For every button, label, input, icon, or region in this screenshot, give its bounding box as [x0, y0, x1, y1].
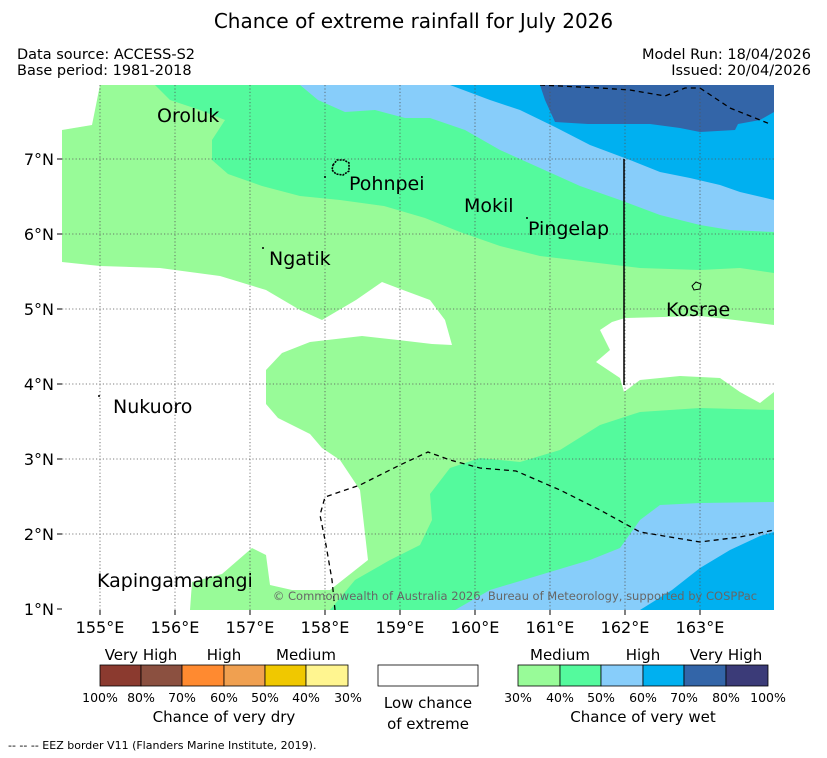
atoll-marker — [324, 176, 326, 178]
place-oroluk: Oroluk — [157, 105, 219, 127]
wet-caption: Chance of very wet — [570, 708, 716, 726]
dry-swatch-50-40 — [264, 664, 307, 687]
low-caption-1: Low chance — [384, 694, 472, 712]
legend-low: Low chance of extreme — [377, 664, 479, 733]
wet-cat-very-high: Very High — [690, 646, 763, 664]
lat-label-5n: 5°N — [24, 300, 54, 319]
map-area — [62, 85, 774, 610]
wet-tick-30: 30% — [504, 690, 532, 705]
atoll-marker — [526, 217, 528, 219]
dry-swatch-40-30 — [305, 664, 349, 687]
dry-cat-high: High — [207, 646, 241, 664]
wet-tick-80: 80% — [712, 690, 740, 705]
dry-tick-30: 30% — [334, 690, 362, 705]
dry-swatch-80-70 — [140, 664, 183, 687]
lon-label-156e: 156°E — [151, 618, 200, 637]
dry-tick-70: 70% — [168, 690, 196, 705]
wet-tick-50: 50% — [587, 690, 615, 705]
issued-date: Issued: 20/04/2026 — [671, 63, 811, 79]
dry-tick-50: 50% — [251, 690, 279, 705]
wet-cat-high: High — [626, 646, 660, 664]
data-source: Data source: ACCESS-S2 — [17, 47, 196, 63]
dry-tick-40: 40% — [292, 690, 320, 705]
lon-label-162e: 162°E — [601, 618, 650, 637]
legend-wet: Medium High Very High 30% 40% 50% 60% 70… — [504, 646, 786, 726]
lat-label-6n: 6°N — [24, 225, 54, 244]
dry-tick-60: 60% — [210, 690, 238, 705]
lon-label-161e: 161°E — [526, 618, 575, 637]
wet-tick-100: 100% — [750, 690, 786, 705]
pohnpei-island-icon — [331, 159, 350, 176]
lat-label-3n: 3°N — [24, 450, 54, 469]
region-high-60-south — [640, 532, 774, 610]
lat-axis — [57, 158, 62, 610]
lat-label-7n: 7°N — [24, 150, 54, 169]
chart-title: Chance of extreme rainfall for July 2026 — [213, 9, 614, 33]
wet-tick-40: 40% — [546, 690, 574, 705]
dry-tick-100: 100% — [82, 690, 118, 705]
dry-cat-very-high: Very High — [105, 646, 178, 664]
lon-label-159e: 159°E — [376, 618, 425, 637]
place-mokil: Mokil — [464, 195, 514, 217]
wet-swatch-40-50 — [559, 664, 602, 687]
low-caption-2: of extreme — [387, 715, 469, 733]
lat-label-4n: 4°N — [24, 375, 54, 394]
model-run: Model Run: 18/04/2026 — [641, 47, 811, 63]
region-very-high-70 — [540, 85, 774, 132]
wet-swatch-70-80 — [683, 664, 727, 687]
place-ngatik: Ngatik — [269, 248, 331, 270]
dry-swatch-70-60 — [181, 664, 225, 687]
place-pingelap: Pingelap — [528, 218, 609, 240]
low-swatch — [377, 664, 479, 687]
meta-right: Model Run: 18/04/2026 Issued: 20/04/2026 — [642, 47, 811, 79]
place-pohnpei: Pohnpei — [349, 173, 425, 195]
wet-tick-60: 60% — [629, 690, 657, 705]
base-period: Base period: 1981-2018 — [17, 63, 192, 79]
gridlines — [62, 85, 774, 610]
lon-label-160e: 160°E — [451, 618, 500, 637]
place-kosrae: Kosrae — [666, 299, 730, 321]
lon-axis — [99, 610, 701, 615]
dry-cat-medium: Medium — [276, 646, 336, 664]
dry-tick-80: 80% — [127, 690, 155, 705]
lon-label-158e: 158°E — [301, 618, 350, 637]
atoll-marker — [98, 395, 100, 397]
wet-swatch-80-100 — [725, 664, 769, 687]
lon-label-155e: 155°E — [76, 618, 125, 637]
copyright-text: © Commonwealth of Australia 2026, Bureau… — [273, 589, 757, 603]
atoll-marker — [262, 247, 264, 249]
wet-tick-70: 70% — [670, 690, 698, 705]
wet-swatch-60-70 — [642, 664, 685, 687]
dry-swatch-100-80 — [99, 664, 142, 687]
eez-border — [319, 85, 774, 610]
dry-caption: Chance of very dry — [153, 708, 296, 726]
wet-swatch-50-60 — [600, 664, 644, 687]
lat-label-1n: 1°N — [24, 600, 54, 619]
place-nukuoro: Nukuoro — [113, 396, 192, 418]
eez-footnote: -- -- -- EEZ border V11 (Flanders Marine… — [8, 739, 317, 752]
kosrae-island-icon — [691, 281, 702, 291]
lat-label-2n: 2°N — [24, 525, 54, 544]
legend-dry: Very High High Medium 100% 80% 70% 60% 5… — [82, 646, 362, 726]
place-kapingamarangi: Kapingamarangi — [97, 570, 253, 592]
wet-cat-medium: Medium — [530, 646, 590, 664]
lon-label-163e: 163°E — [676, 618, 725, 637]
lon-label-157e: 157°E — [226, 618, 275, 637]
wet-swatch-30-40 — [517, 664, 561, 687]
dry-swatch-60-50 — [223, 664, 266, 687]
meta-left: Data source: ACCESS-S2 Base period: 1981… — [17, 47, 195, 79]
